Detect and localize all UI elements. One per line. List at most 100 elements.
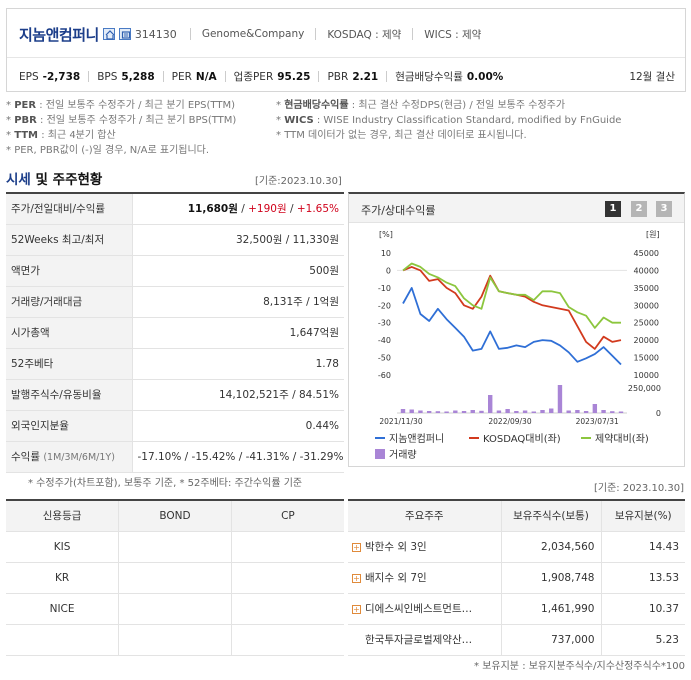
- row-label: 수익률 (1M/3M/6M/1Y): [6, 441, 133, 473]
- expand-plus-icon[interactable]: +: [352, 573, 361, 583]
- cp-rating: [230, 530, 344, 563]
- column-header: CP: [230, 499, 344, 532]
- left-axis-unit: [%]: [379, 230, 393, 239]
- table-row: + 박한수 외 3인 2,034,560 14.43: [348, 530, 685, 563]
- agency-name: [6, 623, 120, 656]
- note-text: : 전일 보통주 수정주가 / 최근 분기 EPS(TTM): [36, 100, 235, 111]
- legend-label: 지놈앤컴퍼니: [389, 433, 444, 445]
- volume-bar: [566, 410, 571, 413]
- notes-right: * 현금배당수익률 : 최근 결산 수정DPS(현금) / 전일 보통주 수정주…: [276, 100, 622, 141]
- agency-name: NICE: [6, 592, 120, 625]
- holder-name: 디에스씨인베스트먼트…: [365, 603, 473, 615]
- column-header: 보유주식수(보통): [500, 499, 602, 532]
- row-value: 32,500원 / 11,330원: [132, 224, 344, 256]
- ir-icon[interactable]: [118, 28, 131, 40]
- volume-bar: [409, 409, 414, 413]
- expand-plus-icon[interactable]: +: [352, 604, 361, 614]
- cp-rating: [230, 623, 344, 656]
- legend-label: KOSDAQ대비(좌): [483, 433, 561, 445]
- metric-value: 0.00%: [466, 70, 504, 83]
- left-tick-label: -20: [378, 301, 391, 310]
- volume-bar: [479, 410, 484, 413]
- expand-plus-icon[interactable]: +: [352, 542, 361, 552]
- holder-pct: 13.53: [600, 561, 685, 594]
- row-value: 1,647억원: [132, 317, 344, 349]
- chart-page-3-button[interactable]: 3: [656, 201, 672, 217]
- volume-bar: [601, 410, 606, 413]
- section-title-highlight: 시세: [6, 172, 31, 188]
- left-tick-label: 10: [381, 249, 391, 258]
- volume-tick-label: 0: [656, 409, 661, 418]
- row-value: 14,102,521주 / 84.51%: [132, 379, 344, 411]
- return-values: -17.10% / -15.42% / -41.31% / -31.29%: [132, 441, 344, 473]
- cp-rating: [230, 592, 344, 625]
- holders-date: [기준: 2023.10.30]: [593, 483, 684, 494]
- volume-bar: [522, 410, 528, 413]
- metric-value: 95.25: [277, 70, 311, 83]
- table-row: NICE: [6, 592, 344, 625]
- volume-bar: [557, 385, 563, 413]
- right-tick-label: 10000: [634, 371, 659, 380]
- note-key: 현금배당수익률: [284, 100, 349, 111]
- holder-shares: 1,461,990: [500, 592, 602, 625]
- volume-bar: [549, 408, 554, 413]
- market-category: KOSDAQ : 제약: [327, 28, 402, 41]
- volume-bar: [540, 410, 545, 413]
- row-label-text: 수익률: [11, 451, 40, 463]
- left-tick-label: -40: [378, 336, 391, 345]
- right-tick-label: 25000: [634, 319, 659, 328]
- volume-bar: [583, 411, 589, 413]
- table-row: 수익률 (1M/3M/6M/1Y) -17.10% / -15.42% / -41…: [6, 441, 344, 473]
- company-header: 지놈앤컴퍼니 314130 Genome&Company KOSDAQ : 제약…: [6, 8, 686, 92]
- stock-code: 314130: [134, 27, 177, 41]
- row-value: 500원: [132, 255, 344, 287]
- note-key: WICS: [284, 115, 314, 126]
- holder-name-cell: 한국투자글로벌제약산…: [348, 623, 502, 656]
- volume-bar: [592, 404, 598, 413]
- volume-bar: [461, 411, 467, 413]
- chart-page-1-button[interactable]: 1: [605, 201, 621, 217]
- home-icon[interactable]: [102, 28, 115, 40]
- chart-page-2-button[interactable]: 2: [631, 201, 647, 217]
- table-row: 한국투자글로벌제약산… 737,000 5.23: [348, 623, 685, 656]
- holder-pct: 10.37: [600, 592, 685, 625]
- row-label: 거래량/거래대금: [6, 286, 133, 318]
- note-text: : 전일 보통주 수정주가 / 최근 분기 BPS(TTM): [36, 115, 237, 126]
- row-label: 외국인지분율: [6, 410, 133, 442]
- right-tick-label: 20000: [634, 336, 659, 345]
- settlement-month: 12월 결산: [629, 71, 675, 83]
- table-row: KR: [6, 561, 344, 594]
- metric-value: 2.21: [352, 70, 379, 83]
- chart-panel: 주가/상대수익률 1 2 3 [%] [원] 10 0 -10 -20 -30 -40 -50 -…: [348, 192, 685, 467]
- market-table: 주가/전일대비/수익률 11,680원 / +190원 / +1.65% 52W…: [6, 192, 344, 473]
- row-label: 시가총액: [6, 317, 133, 349]
- metric-value: -2,738: [42, 70, 81, 83]
- bond-rating: [118, 592, 232, 625]
- left-tick-label: -60: [378, 371, 391, 380]
- table-row: 52주베타 1.78: [6, 348, 344, 380]
- holder-name-cell: + 박한수 외 3인: [348, 530, 502, 563]
- series-line-3: [402, 262, 621, 329]
- row-label: 52Weeks 최고/최저: [6, 224, 133, 256]
- volume-bar: [435, 411, 441, 413]
- right-tick-label: 30000: [634, 301, 659, 310]
- company-name: 지놈앤컴퍼니: [19, 25, 99, 44]
- holder-shares: 1,908,748: [500, 561, 602, 594]
- right-tick-label: 35000: [634, 284, 659, 293]
- holder-name: 배지수 외 7인: [365, 572, 427, 584]
- price-rate: +1.65%: [296, 203, 339, 216]
- note-text: : 최근 4분기 합산: [38, 130, 116, 141]
- chart-title: 주가/상대수익률: [361, 204, 436, 217]
- volume-bar: [514, 411, 519, 413]
- x-tick-label: 2023/07/31: [576, 417, 619, 426]
- row-value: 0.44%: [132, 410, 344, 442]
- metric-value: N/A: [195, 70, 217, 83]
- volume-bar: [531, 411, 536, 413]
- volume-bar: [505, 409, 510, 413]
- column-header: 신용등급: [6, 499, 120, 532]
- metrics-row: EPS -2,738 BPS 5,288 PER N/A 업종PER 95.25 PBR…: [19, 69, 503, 84]
- volume-bar: [618, 411, 624, 413]
- holder-name: 한국투자글로벌제약산…: [365, 634, 473, 646]
- base-date: [기준:2023.10.30]: [255, 176, 342, 187]
- row-value: 8,131주 / 1억원: [132, 286, 344, 318]
